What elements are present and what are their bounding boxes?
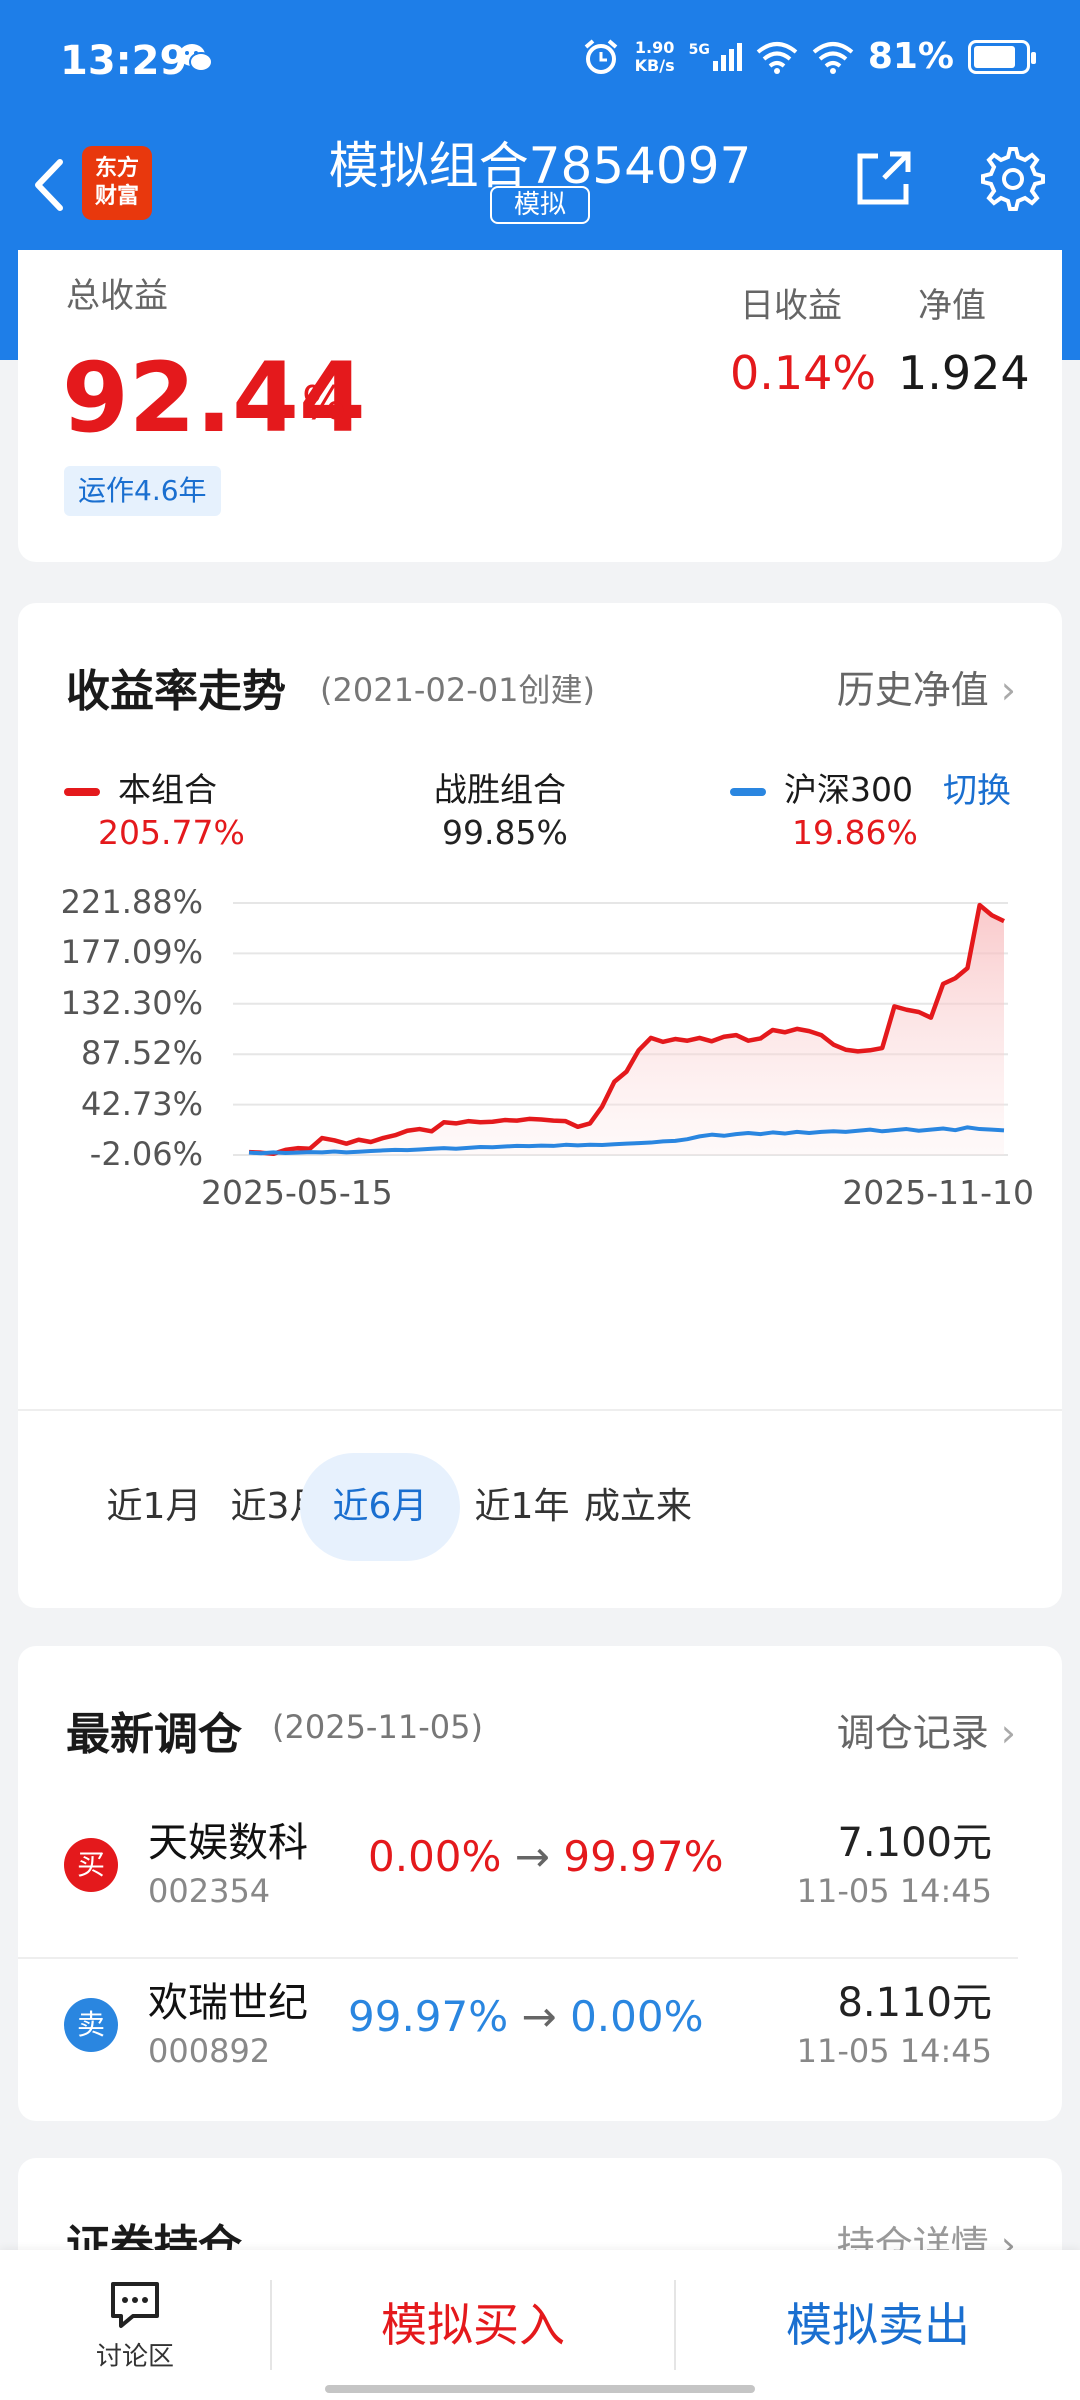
history-nav-link[interactable]: 历史净值 › — [836, 668, 1016, 712]
trade-time: 11-05 14:45 — [796, 1872, 992, 1910]
y-tick-label: 87.52% — [80, 1034, 203, 1073]
bottom-action-bar: 讨论区 模拟买入 模拟卖出 — [0, 2250, 1080, 2400]
trade-price: 8.110元 — [837, 1980, 992, 2026]
stock-code: 002354 — [148, 1872, 271, 1910]
y-tick-label: 177.09% — [60, 933, 203, 972]
total-return-value: 92.44 — [62, 342, 366, 454]
total-return-label: 总收益 — [66, 276, 168, 316]
rebalance-date: (2025-11-05) — [272, 1708, 483, 1746]
runtime-badge: 运作4.6年 — [64, 466, 221, 516]
eastmoney-logo: 东方 财富 — [82, 146, 152, 220]
legend-beat-value: 99.85% — [442, 813, 568, 852]
legend-benchmark: 沪深300 — [730, 763, 913, 811]
trend-title: 收益率走势 — [66, 666, 286, 717]
y-tick-label: -2.06% — [89, 1135, 203, 1173]
rebalance-card: 最新调仓 (2025-11-05) 调仓记录 › 买 天娱数科 002354 0… — [18, 1646, 1062, 2121]
trade-time: 11-05 14:45 — [796, 2032, 992, 2070]
rebalance-history-link[interactable]: 调仓记录 › — [836, 1711, 1016, 1755]
chat-bubble-icon — [111, 2282, 159, 2328]
trend-created-date: (2021-02-01创建) — [320, 671, 595, 709]
nav-value: 1.924 — [898, 346, 1030, 400]
portfolio-area-fill — [249, 905, 1004, 1155]
status-bar: 13:29 1.90 KB/s 5G — [0, 0, 1080, 120]
rebalance-row-sell[interactable]: 卖 欢瑞世纪 000892 99.97% → 0.00% 8.110元 11-0… — [18, 1942, 1062, 2102]
nav-label: 净值 — [918, 286, 986, 326]
share-icon[interactable] — [848, 144, 918, 214]
cellular-signal-icon: 5G — [689, 42, 742, 71]
period-tab[interactable]: 近1月 — [106, 1486, 202, 1527]
legend-portfolio-value: 205.77% — [98, 813, 245, 852]
total-return-unit: % — [302, 376, 346, 430]
portfolio-series-line — [248, 902, 1005, 1157]
x-tick-label: 2025-11-10 — [842, 1173, 1034, 1212]
alarm-icon — [584, 38, 617, 74]
chevron-right-icon: › — [1000, 668, 1016, 712]
status-icons: 1.90 KB/s 5G 81% — [581, 36, 1036, 77]
home-indicator[interactable] — [325, 2385, 755, 2393]
benchmark-line-swatch — [730, 787, 766, 796]
rebalance-row-divider — [18, 1957, 1018, 1959]
x-tick-label: 2025-05-15 — [201, 1173, 393, 1212]
y-tick-label: 42.73% — [80, 1084, 203, 1123]
back-arrow-icon[interactable] — [24, 152, 74, 218]
rebalance-title: 最新调仓 — [66, 1709, 242, 1760]
daily-return-label: 日收益 — [740, 286, 842, 326]
legend-portfolio: 本组合 — [64, 763, 217, 811]
portfolio-line-swatch — [64, 787, 100, 796]
simulated-tag: 模拟 — [490, 186, 590, 224]
page-title: 模拟组合7854097 — [328, 137, 752, 195]
wechat-icon — [179, 44, 213, 72]
simulate-buy-button[interactable]: 模拟买入 — [381, 2298, 565, 2352]
period-tab[interactable]: 近1年 — [474, 1486, 570, 1527]
battery-icon — [968, 39, 1036, 74]
rebalance-row-buy[interactable]: 买 天娱数科 002354 0.00% → 99.97% 7.100元 11-0… — [18, 1782, 1062, 1942]
stock-name: 天娱数科 — [148, 1820, 308, 1866]
stock-name: 欢瑞世纪 — [148, 1980, 308, 2026]
chevron-right-icon: › — [1000, 1711, 1016, 1755]
y-tick-label: 132.30% — [60, 983, 203, 1022]
wifi-icon-2 — [812, 41, 854, 74]
bottom-divider — [270, 2280, 272, 2370]
y-tick-label: 221.88% — [60, 883, 203, 921]
wifi-icon — [756, 41, 798, 74]
legend-beat-label: 战胜组合 — [434, 770, 566, 809]
trade-price: 7.100元 — [837, 1820, 992, 1866]
buy-badge-icon: 买 — [64, 1838, 118, 1892]
nav-bar: 东方 财富 模拟组合7854097 模拟 — [0, 120, 1080, 250]
chart-svg — [233, 902, 1008, 1157]
return-trend-chart: 221.88% 177.09% 132.30% 87.52% 42.73% -2.06% … — [18, 873, 1062, 1273]
sell-badge-icon: 卖 — [64, 1998, 118, 2052]
settings-gear-icon[interactable] — [978, 144, 1048, 214]
legend-benchmark-value: 19.86% — [792, 813, 918, 852]
bottom-divider — [674, 2280, 676, 2370]
discussion-button[interactable]: 讨论区 — [70, 2280, 200, 2373]
period-tab[interactable]: 成立来 — [583, 1486, 692, 1527]
battery-percent: 81% — [867, 36, 954, 77]
period-tab[interactable]: 近6月 — [300, 1453, 460, 1561]
switch-benchmark-button[interactable]: 切换 — [943, 771, 1011, 811]
benchmark-series-line — [248, 1125, 1005, 1156]
stock-code: 000892 — [148, 2032, 271, 2070]
chart-divider — [18, 1409, 1062, 1411]
network-speed: 1.90 KB/s — [634, 37, 675, 75]
simulate-sell-button[interactable]: 模拟卖出 — [786, 2298, 970, 2352]
return-trend-card: 收益率走势 (2021-02-01创建) 历史净值 › 本组合 205.77% … — [18, 603, 1062, 1608]
daily-return-value: 0.14% — [730, 346, 877, 400]
weight-change: 99.97% → 0.00% — [348, 1992, 704, 2041]
status-time: 13:29 — [60, 38, 188, 84]
summary-card: 总收益 92.44 % 运作4.6年 日收益 净值 0.14% 1.924 — [18, 250, 1062, 562]
weight-change: 0.00% → 99.97% — [368, 1832, 724, 1881]
